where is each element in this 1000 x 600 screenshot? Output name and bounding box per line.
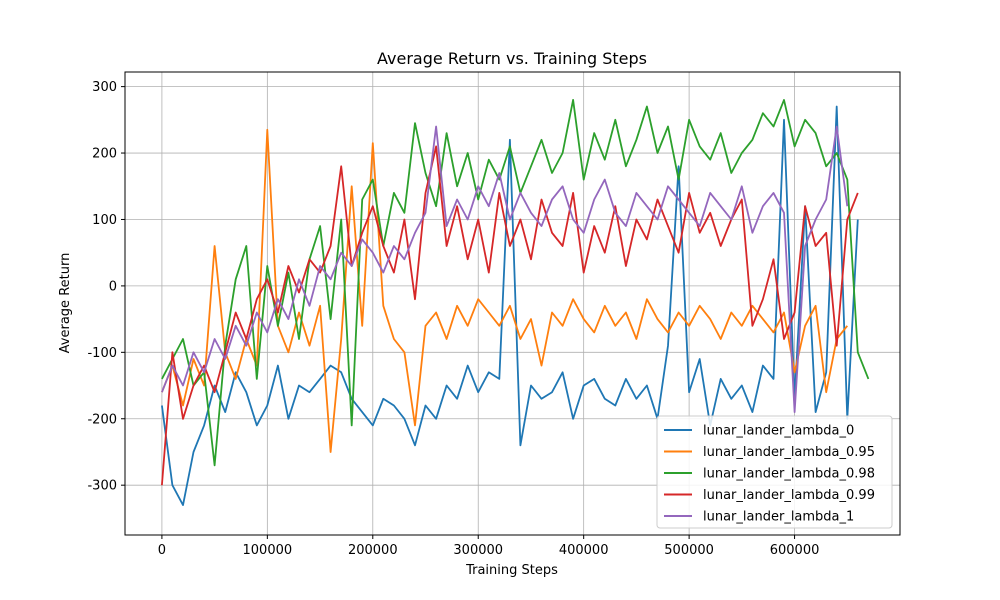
x-tick-label: 600000 <box>770 543 820 558</box>
x-tick-label: 200000 <box>348 543 398 558</box>
legend-label: lunar_lander_lambda_0.95 <box>703 445 875 460</box>
y-tick-label: 300 <box>92 80 117 95</box>
series-line-3 <box>161 145 859 486</box>
y-axis-label: Average Return <box>58 253 73 354</box>
x-tick-label: 400000 <box>559 543 609 558</box>
series-lines <box>161 99 870 507</box>
legend: lunar_lander_lambda_0 lunar_lander_lambda… <box>656 415 893 529</box>
legend-label: lunar_lander_lambda_0 <box>703 424 854 439</box>
y-tick-label: 100 <box>92 213 117 228</box>
series-line-2 <box>161 99 870 467</box>
y-tick-label: 200 <box>92 147 117 162</box>
legend-box <box>656 415 893 529</box>
x-tick-label: 100000 <box>243 543 293 558</box>
y-tick-label: -100 <box>87 346 117 361</box>
series-line-0 <box>161 105 859 507</box>
legend-label: lunar_lander_lambda_1 <box>703 510 854 525</box>
y-tick-label: 0 <box>109 279 117 294</box>
plot-frame <box>124 71 901 536</box>
x-axis-label: Training Steps <box>465 563 558 578</box>
x-axis-ticks: 0 100000 200000 300000 400000 500000 600000 <box>158 535 820 558</box>
x-tick-label: 300000 <box>453 543 503 558</box>
y-axis-ticks: -300 -200 -100 0 100 200 300 <box>87 80 125 494</box>
y-tick-label: -200 <box>87 412 117 427</box>
chart-title: Average Return vs. Training Steps <box>377 49 647 68</box>
series-line-4 <box>161 125 849 414</box>
legend-label: lunar_lander_lambda_0.99 <box>703 488 875 503</box>
series-line-1 <box>161 128 849 453</box>
y-tick-label: -300 <box>87 479 117 494</box>
x-tick-label: 500000 <box>664 543 714 558</box>
legend-label: lunar_lander_lambda_0.98 <box>703 467 875 482</box>
x-tick-label: 0 <box>158 543 166 558</box>
